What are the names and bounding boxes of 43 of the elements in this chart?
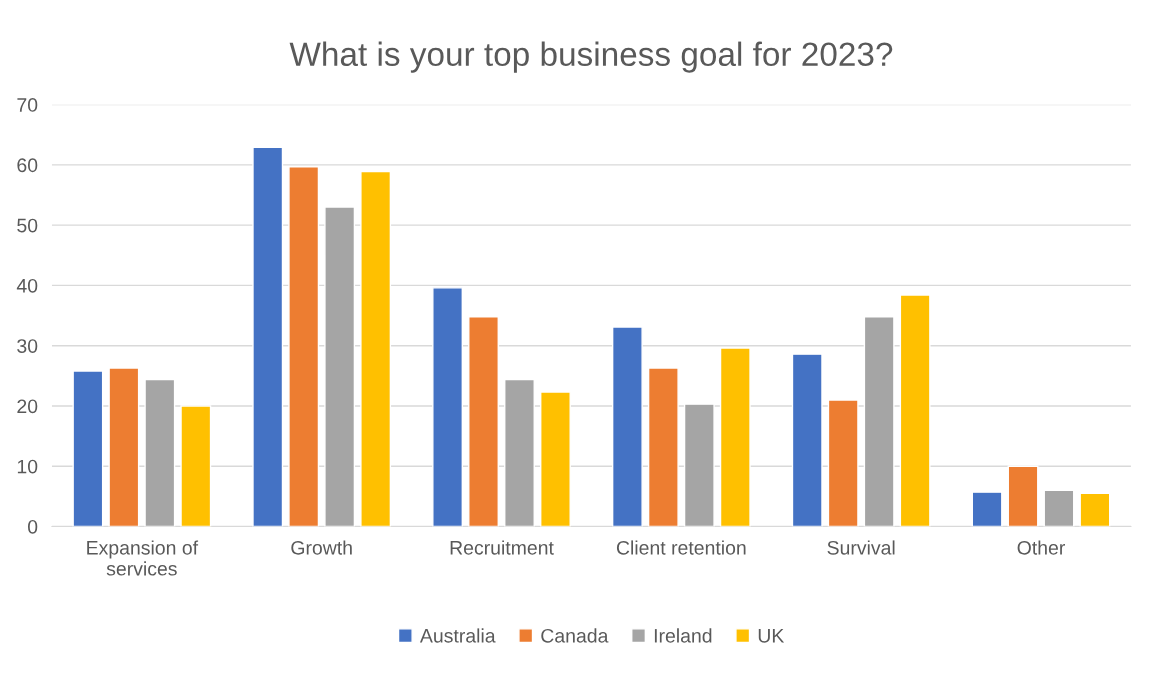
- legend-label: Canada: [541, 628, 609, 643]
- bar: [504, 378, 535, 527]
- bar: [180, 405, 212, 527]
- bar: [683, 403, 715, 527]
- bar: [647, 367, 679, 527]
- bar: [72, 370, 104, 527]
- bar: [827, 399, 859, 527]
- bar: [719, 347, 751, 527]
- bar: [1007, 465, 1039, 527]
- bar: [324, 206, 356, 527]
- y-tick-label: 0: [27, 519, 38, 534]
- x-tick-label: Client retention: [616, 540, 746, 555]
- bar: [971, 491, 1003, 527]
- chart-title: What is your top business goal for 2023?: [289, 41, 893, 73]
- bar: [899, 294, 931, 527]
- bar: [108, 367, 140, 527]
- legend-label: UK: [758, 629, 785, 643]
- bar: [288, 166, 320, 527]
- bar: [611, 326, 643, 527]
- bar: [791, 353, 823, 527]
- legend-label: Ireland: [654, 628, 712, 643]
- bar: [252, 146, 284, 527]
- bar: [540, 391, 571, 527]
- legend-label: Australia: [419, 628, 496, 643]
- bar: [144, 378, 176, 527]
- x-tick-label: Other: [1017, 540, 1065, 555]
- bar: [468, 316, 499, 527]
- y-tick-label: 30: [17, 339, 38, 353]
- y-tick-label: 40: [16, 278, 38, 293]
- x-tick-label: Expansion of services: [87, 540, 199, 576]
- y-tick-label: 60: [17, 158, 38, 173]
- bar: [863, 316, 895, 527]
- y-tick-label: 70: [17, 98, 38, 112]
- y-tick-label: 20: [17, 399, 38, 414]
- y-tick-label: 10: [17, 459, 38, 474]
- y-tick-label: 50: [17, 218, 38, 233]
- x-tick-label: Recruitment: [450, 540, 554, 555]
- bar: [1079, 492, 1111, 527]
- bar: [432, 287, 464, 527]
- bar: [360, 170, 392, 527]
- bar: [1043, 489, 1075, 527]
- x-tick-label: Survival: [827, 540, 895, 555]
- x-tick-label: Growth: [291, 540, 352, 555]
